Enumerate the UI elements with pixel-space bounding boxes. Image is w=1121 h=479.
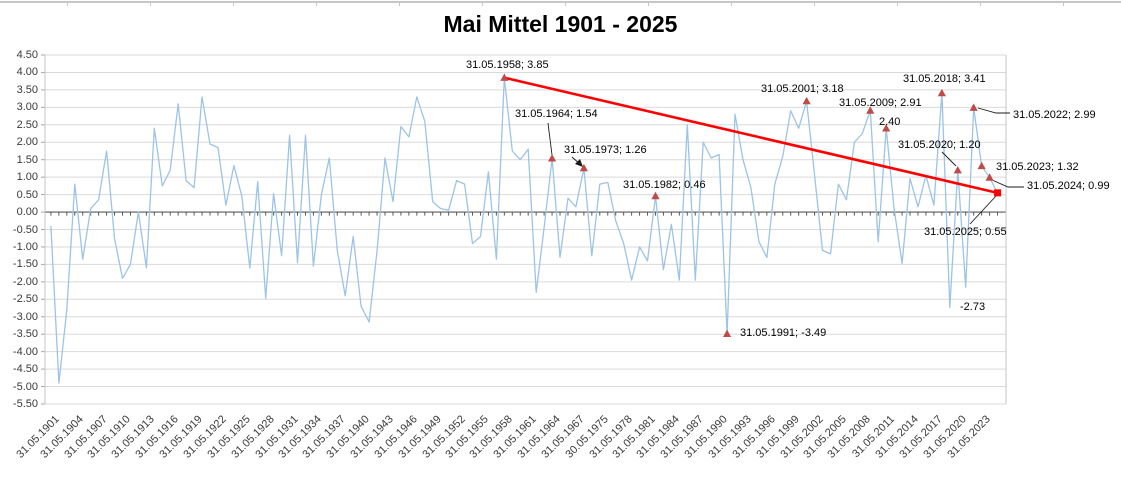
spreadsheet-column-tick [316,1,317,6]
series-line-mai-mittel [50,77,999,384]
y-axis-label: -2.00 [12,275,38,288]
marker-triangle [500,73,509,81]
data-label: 31.05.2020; 1.20 [898,139,981,151]
y-axis-label: -1.00 [12,240,38,253]
trend-line [503,76,999,195]
y-axis-label: 0.50 [16,188,38,201]
y-axis-label: 4.00 [16,66,38,79]
annotation-leader-line [969,195,997,225]
spreadsheet-column-tick [897,1,898,6]
marker-triangle [985,173,994,181]
annotation-leader-line [991,179,1024,188]
spreadsheet-column-tick [482,1,483,6]
marker-triangle [579,163,588,172]
spreadsheet-column-tick [67,1,68,6]
annotation-leader-line [547,122,553,156]
data-label: 31.05.1958; 3.85 [466,59,549,71]
marker-triangle [722,329,732,338]
y-axis-label: -3.50 [12,328,38,341]
data-label: 31.05.1973; 1.26 [564,144,647,156]
data-label: 2.40 [879,116,901,128]
annotation-leader-line [977,107,1010,114]
y-axis-label: 4.50 [16,49,38,61]
spreadsheet-column-tick [731,1,732,6]
annotation-arrowhead [575,159,583,167]
spreadsheet-row-border [0,1,1121,3]
y-axis-label: -0.50 [12,223,38,236]
marker-triangle [651,191,660,200]
y-axis-label: 1.00 [16,171,38,184]
y-axis-label: -1.50 [12,258,38,271]
data-label: 31.05.2023; 1.32 [996,161,1079,173]
data-label: 31.05.2018; 3.41 [903,73,986,85]
y-axis-label: -2.50 [12,293,38,306]
data-label: 31.05.1964; 1.54 [515,108,598,120]
y-axis-label: 0.00 [16,206,38,219]
marker-triangle [547,154,557,162]
y-axis-label: -4.00 [12,345,38,358]
spreadsheet-column-tick [150,1,151,6]
spreadsheet-column-tick [814,1,815,6]
marker-triangle [977,161,986,170]
data-label: -2.73 [960,301,986,313]
chart-title: Mai Mittel 1901 - 2025 [443,11,678,37]
marker-triangle [953,165,962,174]
y-axis-label: -3.00 [12,310,38,323]
y-axis-label: 1.50 [16,153,38,166]
data-label: 31.05.2025; 0.55 [924,226,1007,238]
y-axis-label: -5.50 [12,398,38,410]
spreadsheet-column-tick [1063,1,1064,6]
y-axis-label: 3.50 [16,83,38,96]
spreadsheet-column-tick [980,1,981,6]
y-axis-label: -4.50 [12,363,38,376]
marker-triangle [802,96,811,105]
spreadsheet-column-tick [233,1,234,6]
marker-triangle [882,124,891,132]
data-label: 31.05.1982; 0.46 [623,179,706,191]
marker-triangle [937,88,946,97]
marker-triangle [866,106,875,114]
y-axis-label: 3.00 [16,101,38,114]
spreadsheet-column-tick [399,1,400,6]
y-axis-label: -5.00 [12,380,38,393]
trend-end-marker [994,189,1002,197]
y-axis-label: 2.50 [16,118,38,131]
data-label: 31.05.1991; -3.49 [740,327,827,339]
data-label: 31.05.2009; 2.91 [839,97,922,109]
data-label: 31.05.2001; 3.18 [761,83,844,95]
data-label: 31.05.2024; 0.99 [1027,180,1110,192]
marker-triangle [969,103,978,111]
spreadsheet-column-tick [565,1,566,6]
y-axis-label: 2.00 [16,136,38,149]
annotation-leader-line [941,151,957,167]
spreadsheet-column-tick [648,1,649,6]
data-label: 31.05.2022; 2.99 [1013,109,1096,121]
